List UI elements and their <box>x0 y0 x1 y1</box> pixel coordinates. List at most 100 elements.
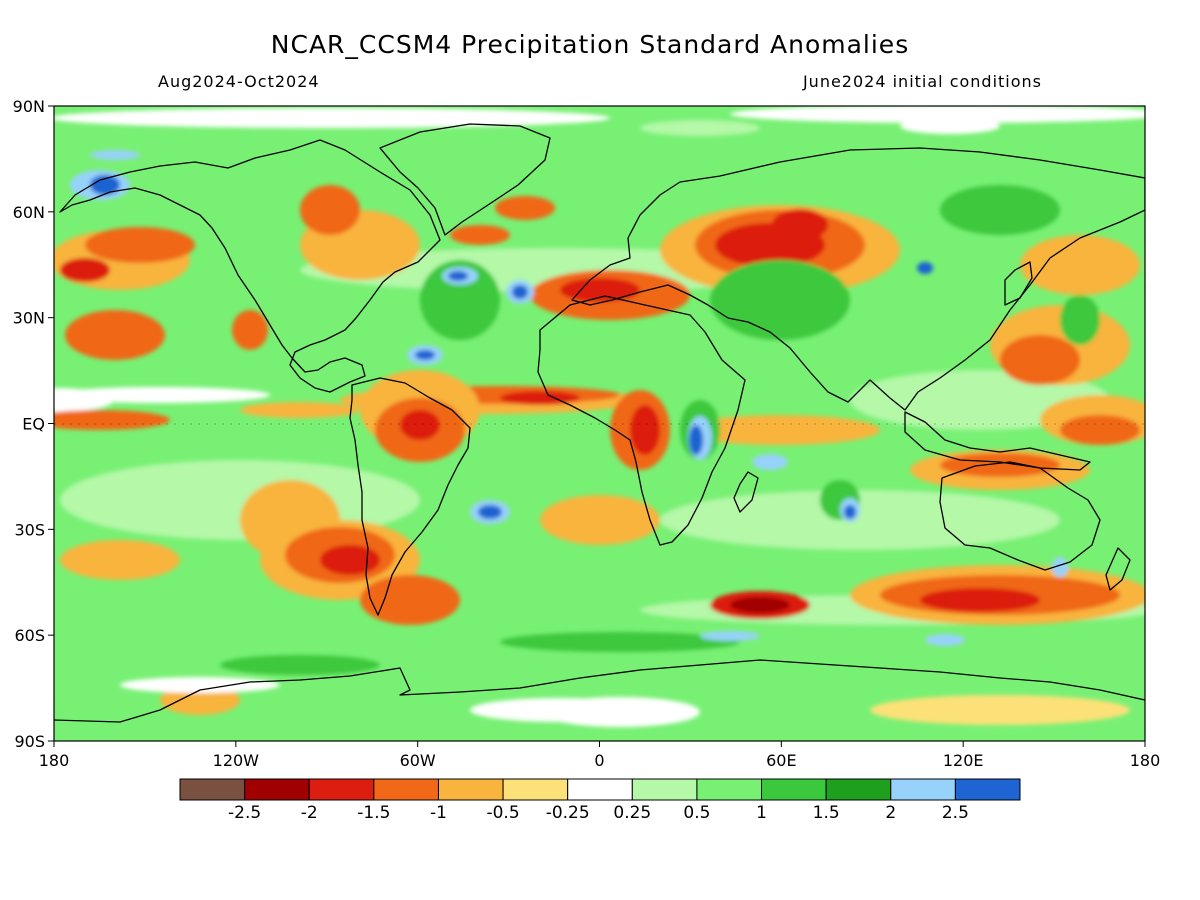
anomaly-patch-86 <box>1052 557 1068 577</box>
greenland-coast <box>379 123 551 236</box>
lon-tick-label: 180 <box>1130 751 1161 770</box>
lat-tick-label: 30S <box>14 520 45 539</box>
colorbar-label: -2 <box>301 803 318 823</box>
colorbar-label: 2.5 <box>942 803 969 823</box>
eurasia-coast <box>571 147 1145 411</box>
japan-coast <box>1004 261 1033 306</box>
colorbar-label: -1.5 <box>357 803 390 823</box>
indonesia-coast <box>904 411 1091 471</box>
anomaly-patch-57 <box>870 695 1130 725</box>
anomaly-patch-42 <box>680 415 880 445</box>
colorbar-swatch <box>502 778 569 801</box>
colorbar-label: -0.5 <box>486 803 519 823</box>
colorbar-swatch <box>825 778 892 801</box>
lat-tick-label: 30N <box>13 309 45 328</box>
anomaly-patch-20 <box>450 225 510 245</box>
lat-tick-label: 90N <box>13 97 45 116</box>
lat-tick-label: 60S <box>14 626 45 645</box>
anomaly-patch-19 <box>495 196 555 220</box>
colorbar-swatch <box>696 778 763 801</box>
anomaly-patch-40 <box>630 405 660 455</box>
lon-tick-label: 60W <box>400 751 436 770</box>
anomaly-patch-29 <box>1000 335 1080 385</box>
lat-tick-label: EQ <box>22 415 45 434</box>
south-america-coast <box>349 377 471 616</box>
anomaly-patch-6 <box>660 490 1060 550</box>
colorbar-swatch <box>308 778 375 801</box>
colorbar-swatch <box>373 778 439 801</box>
anomaly-patch-84 <box>90 150 140 160</box>
anomaly-patch-14 <box>65 310 165 360</box>
lon-tick-label: 120W <box>213 751 260 770</box>
anomaly-patch-87 <box>917 262 933 274</box>
anomaly-patch-27 <box>1020 235 1140 295</box>
anomaly-patch-16 <box>240 402 360 418</box>
anomaly-patch-82 <box>844 505 856 519</box>
colorbar-swatch <box>437 778 504 801</box>
anomaly-patch-18 <box>300 185 360 235</box>
anomaly-patch-0 <box>54 108 610 128</box>
anomaly-patch-13 <box>60 258 110 282</box>
lon-tick-label: 60E <box>766 751 796 770</box>
anomaly-patch-85 <box>700 631 760 641</box>
antarctica-coast <box>54 659 1145 723</box>
anomaly-patch-60 <box>120 677 280 693</box>
colorbar-label: 2 <box>885 803 896 823</box>
anomaly-patch-83 <box>752 454 788 470</box>
latitude-axis: 90N 60N 30N EQ 30S 60S 90S <box>13 97 54 751</box>
colorbar-swatch <box>761 778 827 801</box>
anomaly-field <box>54 106 1145 727</box>
colorbar-label: 1 <box>756 803 767 823</box>
anomaly-patch-68 <box>220 655 380 675</box>
colorbar-swatch <box>890 778 956 801</box>
anomaly-patch-26 <box>772 209 828 241</box>
anomaly-patch-61 <box>710 260 850 340</box>
colorbar-label: 1.5 <box>813 803 840 823</box>
madagascar-coast <box>733 471 759 513</box>
anomaly-patch-55 <box>920 588 1040 612</box>
anomaly-patch-67 <box>1060 295 1100 345</box>
lon-tick-label: 0 <box>594 751 604 770</box>
colorbar-swatch <box>567 778 633 801</box>
anomaly-patch-12 <box>85 227 195 263</box>
anomaly-patch-70 <box>90 175 120 195</box>
anomaly-patch-15 <box>54 410 170 430</box>
lon-tick-label: 180 <box>39 751 70 770</box>
lon-tick-label: 120E <box>943 751 984 770</box>
anomaly-patch-31 <box>1060 415 1140 445</box>
anomaly-patch-59 <box>470 698 650 722</box>
anomaly-patch-88 <box>925 634 965 646</box>
anomaly-patch-78 <box>478 505 502 519</box>
colorbar-label: -2.5 <box>228 803 261 823</box>
anomaly-patch-49 <box>360 575 460 625</box>
anomaly-patch-41 <box>540 495 660 545</box>
anomaly-patch-62 <box>420 260 500 340</box>
anomaly-patch-35 <box>500 391 580 405</box>
anomaly-patch-44 <box>940 453 1060 477</box>
colorbar-label: -1 <box>430 803 447 823</box>
anomaly-patch-2 <box>640 120 760 136</box>
colorbar-swatch <box>954 778 1021 801</box>
anomaly-patch-63 <box>940 185 1060 235</box>
anomaly-patch-22 <box>560 278 640 302</box>
anomaly-patch-1 <box>730 106 1145 123</box>
anomaly-patch-3 <box>900 118 1000 134</box>
colorbar-label: 0.5 <box>683 803 710 823</box>
valid-period: Aug2024-Oct2024 <box>158 72 320 91</box>
colorbar-label: -0.25 <box>546 803 590 823</box>
map-title: NCAR_CCSM4 Precipitation Standard Anomal… <box>271 30 909 59</box>
anomaly-patch-76 <box>415 350 435 360</box>
longitude-axis: 180 120W 60W 0 60E 120E 180 <box>39 741 1161 770</box>
anomaly-patch-10 <box>54 388 114 412</box>
anomaly-patch-38 <box>400 410 440 440</box>
anomaly-patch-32 <box>232 310 268 350</box>
lat-tick-label: 90S <box>14 732 45 751</box>
map-plot-area <box>54 106 1145 741</box>
colorbar: -2.5 -2 -1.5 -1 -0.5 -0.25 0.25 0.5 1 1.5 2 2.5 <box>179 778 1021 823</box>
lat-tick-label: 60N <box>13 203 45 222</box>
anomaly-patch-72 <box>448 271 468 281</box>
anomaly-patch-80 <box>689 425 703 455</box>
new-zealand-coast <box>1105 547 1131 591</box>
anomaly-patch-66 <box>500 632 740 652</box>
